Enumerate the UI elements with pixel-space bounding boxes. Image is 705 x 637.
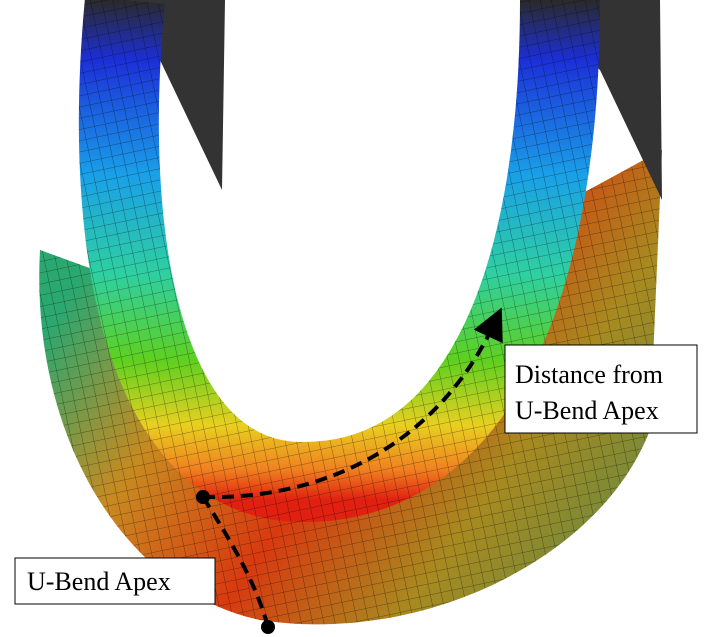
tube [39, 0, 662, 624]
end-point [261, 620, 275, 634]
label-text: U-Bend Apex [27, 567, 171, 596]
page: Distance from U-Bend Apex U-Bend Apex ((… [0, 0, 705, 637]
apex-point [196, 490, 210, 504]
apex-label: U-Bend Apex [15, 558, 215, 604]
fea-render: Distance from U-Bend Apex U-Bend Apex [0, 0, 705, 637]
label-text: Distance from [515, 360, 663, 389]
distance-label: Distance from U-Bend Apex [505, 345, 697, 433]
label-text: U-Bend Apex [515, 396, 659, 425]
